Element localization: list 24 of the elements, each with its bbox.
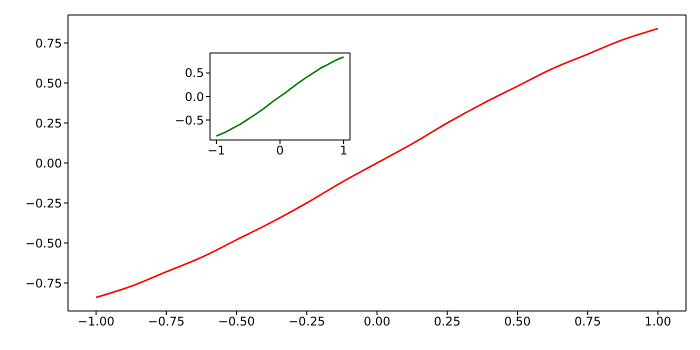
y-tick-label: 0.5: [184, 66, 204, 80]
y-tick-label: −0.5: [174, 113, 204, 128]
x-tick-label: 1.00: [644, 314, 672, 329]
x-tick-label: −0.75: [148, 314, 185, 329]
x-tick-label: 1: [340, 144, 348, 158]
line-series: [216, 56, 344, 137]
x-tick-label: −1.00: [78, 314, 114, 329]
y-tick-label: 0.25: [35, 116, 62, 130]
y-tick-label: −0.50: [25, 236, 62, 250]
x-tick-label: −0.25: [288, 314, 326, 329]
x-tick-label: −0.50: [218, 314, 255, 329]
x-tick-label: 0.25: [434, 314, 461, 329]
x-tick-label: 0: [276, 144, 284, 158]
y-tick-label: −0.75: [25, 276, 62, 290]
line-series: [95, 28, 659, 298]
y-tick-label: 0.00: [35, 156, 62, 170]
x-tick-label: 0.00: [364, 314, 390, 329]
x-tick-label: 0.75: [574, 314, 602, 329]
y-tick-label: 0.75: [35, 36, 62, 50]
y-tick-label: −0.25: [25, 196, 62, 210]
y-tick-label: 0.0: [184, 90, 204, 104]
x-tick-label: 0.50: [504, 314, 531, 329]
y-tick-label: 0.50: [35, 76, 62, 90]
x-tick-label: −1: [208, 144, 226, 158]
